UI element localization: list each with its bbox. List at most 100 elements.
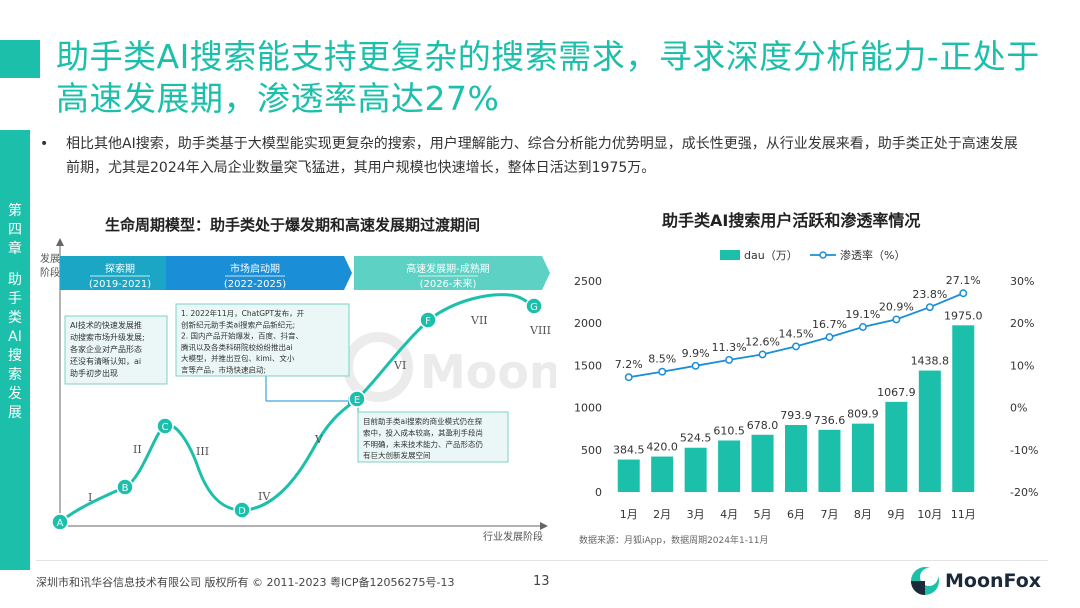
legend-bar-swatch [720,250,740,260]
footer-divider [36,560,1048,561]
phase-banner [166,256,352,290]
exploration-note-box [64,315,168,385]
dau-bar-label: 420.0 [646,441,678,454]
dau-bar-label: 793.9 [780,409,812,422]
penetration-point [758,350,767,359]
penetration-point [825,333,834,342]
watermark-text: MoonFox [420,345,556,399]
penetration-point [658,367,667,376]
chapter-sidebar: 第四章 助手类AI搜索发展 [0,130,30,570]
launch-note-box-line: 2. 国内产品开始爆发，百度、抖音、 [181,331,303,341]
legend-dau-label: dau（万） [744,249,798,262]
x-axis-label: 行业发展阶段 [483,530,543,543]
y-tick-label: 2500 [574,275,602,288]
phase-years: (2026-未来) [420,278,477,290]
y2-tick-label: 20% [1010,317,1034,330]
exploration-note-box-line: 各家企业对产品形态 [70,344,142,354]
current-status-box [357,411,509,463]
curve-point-label: D [238,506,246,517]
launch-note-box-line: 创新纪元助手类ai搜索产品新纪元; [181,319,295,329]
roman-numeral: VII [470,314,488,327]
x-axis-ticks: 1月 2月 3月 4月 5月 6月 7月 8月 9月 10月 11月 [620,508,976,521]
dau-bar-label: 384.5 [613,444,645,457]
dau-bar [952,325,975,492]
phase-name: 探索期 [105,262,135,275]
penetration-point [925,303,934,312]
y2-tick-label: 10% [1010,359,1034,372]
lifecycle-diagram: MoonFox 发展 阶段 行业发展阶段 探索期 (2019-2021) 市场启动期… [40,238,556,543]
legend-penetration-label: 渗透率（%） [840,248,905,262]
curve-point [51,513,69,531]
brand-name: MoonFox [945,570,1042,592]
curve-point [525,297,543,315]
penetration-label: 8.5% [648,353,676,366]
curve-point-label: A [57,518,64,529]
x-tick-label: 4月 [720,508,738,521]
moonfox-logo-icon [911,567,939,595]
summary-text: 相比其他AI搜索，助手类基于大模型能实现更复杂的搜索，用户理解能力、综合分析能力… [66,136,1018,176]
exploration-note-box-line: 助手初步出现 [70,368,118,378]
phase-banner [60,256,188,290]
curve-point-label: B [122,483,129,494]
curve-point [156,417,174,435]
dau-bar-label: 524.5 [680,432,712,445]
lifecycle-curve [59,293,534,524]
curve-point [233,501,251,519]
y-tick-label: 500 [581,444,602,457]
exploration-note-box-line: 还没有清晰认知，ai [70,356,141,366]
curve-point-label: C [162,422,169,433]
bullet-dot-icon: • [40,136,49,152]
x-tick-label: 5月 [754,508,772,521]
roman-numeral: VIII [529,324,551,337]
x-tick-label: 6月 [787,508,805,521]
summary-bullet: • 相比其他AI搜索，助手类基于大模型能实现更复杂的搜索，用户理解能力、综合分析… [40,132,1030,180]
dau-bar [851,423,874,492]
roman-numeral: IV [258,490,271,503]
curve-point [348,390,366,408]
dau-bar [651,456,674,492]
x-tick-label: 3月 [687,508,705,521]
x-tick-label: 9月 [887,508,905,521]
lifecycle-heading: 生命周期模型：助手类处于爆发期和高速发展期过渡期间 [105,216,481,234]
y2-tick-label: 0% [1010,402,1027,415]
penetration-label: 12.6% [745,335,780,348]
roman-numeral: I [88,491,92,504]
dau-bar-label: 678.0 [747,419,779,432]
usage-chart-heading: 助手类AI搜索用户活跃和渗透率情况 [662,211,921,230]
curve-point [116,478,134,496]
page-title: 助手类AI搜索能支持更复杂的搜索需求，寻求深度分析能力-正处于高速发展期，渗透率… [56,37,1040,118]
penetration-label: 19.1% [845,308,880,321]
dau-bar [818,429,841,492]
penetration-label: 16.7% [812,318,847,331]
data-source: 数据来源：月狐iApp，数据周期2024年1-11月 [579,536,769,546]
x-tick-label: 1月 [620,508,638,521]
y-axis-label-2: 阶段 [40,266,60,279]
phase-years: (2019-2021) [89,279,151,290]
dau-bar-label: 1067.9 [877,386,916,399]
title-accent-bar [0,40,40,78]
copyright: 深圳市和讯华谷信息技术有限公司 版权所有 © 2011-2023 粤ICP备12… [36,576,455,589]
roman-numeral: VI [393,359,406,372]
dau-bars [617,325,975,492]
penetration-point [725,355,734,364]
current-status-box-line: 目前助手类ai搜索的商业模式仍在探 [363,416,483,426]
page-number: 13 [533,574,550,589]
penetration-label: 7.2% [615,358,643,371]
y-axis-arrow-icon [56,238,64,246]
y-axis-label-1: 发展 [40,252,60,265]
curve-point-label: G [530,302,538,313]
x-tick-label: 10月 [917,508,942,521]
launch-note-box-line: 腾讯以及各类科研院校纷纷推出ai [181,342,293,352]
usage-chart: dau（万） 渗透率（%） 2500 2000 1500 1000 500 0 30% 20%… [574,248,1038,521]
watermark: MoonFox [343,332,556,402]
dau-bar [718,440,741,492]
launch-note-box-line: 1. 2022年11月，ChatGPT发布，开 [181,308,305,318]
x-tick-label: 2月 [653,508,671,521]
dau-bar-label: 1975.0 [944,309,983,322]
phase-name: 市场启动期 [230,262,280,275]
y2-tick-label: -20% [1010,486,1038,499]
y-tick-label: 1500 [574,359,602,372]
x-tick-label: 11月 [951,508,976,521]
